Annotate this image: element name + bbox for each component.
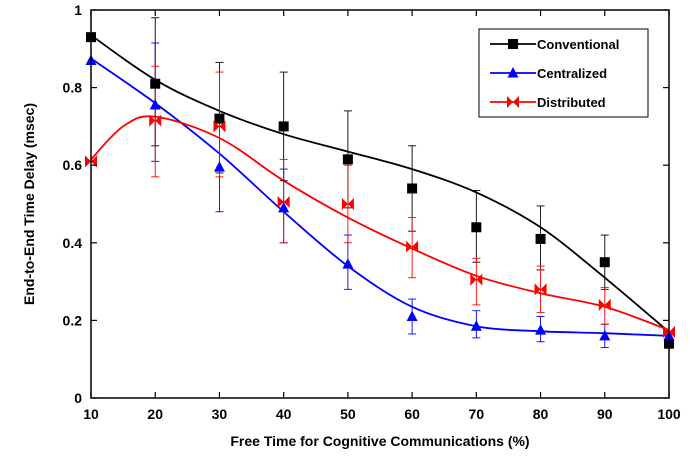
centralized-point [470,320,482,331]
distributed-point [598,298,611,311]
x-tick-label: 70 [469,406,485,422]
y-tick-label: 0.2 [63,312,83,328]
x-tick-label: 40 [276,406,292,422]
bowtie-left [507,96,513,108]
bowtie-right [412,240,419,253]
bowtie-left [598,298,605,311]
bowtie-right [604,298,611,311]
distributed-point [663,326,675,339]
conventional-point [535,233,546,244]
centralized-point [149,99,161,110]
distributed-point [470,273,483,286]
bowtie-left [277,196,284,209]
x-axis-label: Free Time for Cognitive Communications (… [230,433,529,449]
bowtie-right [155,114,162,127]
x-tick-label: 60 [404,406,420,422]
bowtie-left [149,114,156,127]
bowtie-right [283,196,290,209]
centralized-point [213,161,225,172]
distributed-point [341,198,354,210]
x-tick-label: 80 [533,406,549,422]
y-tick-label: 0.6 [63,157,83,173]
centralized-point [599,329,611,341]
distributed-point [406,240,419,253]
legend-distributed-marker [507,96,519,108]
bowtie-right [540,283,547,296]
centralized-point [278,201,290,213]
centralized-point [406,310,418,322]
x-tick-label: 90 [597,406,613,422]
legend-centralized-marker [507,67,519,78]
centralized-point [342,258,354,269]
distributed-point [213,120,226,133]
x-tick-label: 10 [83,406,99,422]
distributed-point [149,114,162,127]
conventional-point [278,121,289,132]
axis-ticks [90,9,670,399]
y-tick-label: 1 [74,2,82,18]
bowtie-left [534,283,541,296]
bowtie-left [85,155,91,168]
y-tick-label: 0.4 [63,235,83,251]
y-tick-label: 0 [74,390,82,406]
legend-conventional-marker [508,39,518,49]
bowtie-left [663,326,669,339]
distributed-point [85,155,97,168]
conventional-fit-line [90,34,670,333]
conventional-point [214,113,225,124]
centralized-point [535,324,547,335]
plot-frame [90,9,670,399]
x-tick-label: 100 [657,406,681,422]
bowtie-left [470,273,477,286]
bowtie-right [513,96,519,108]
legend-centralized-label: Centralized [537,66,607,81]
y-axis-label: End-to-End Time Delay (msec) [21,103,37,305]
bowtie-right [476,273,483,286]
conventional-point [150,78,161,89]
conventional-point [407,183,418,194]
bowtie-right [347,198,354,210]
centralized-fit-line [90,57,670,337]
legend-conventional-label: Conventional [537,37,619,52]
conventional-point [342,154,353,165]
bowtie-left [213,120,220,133]
legend: Conventional Centralized Distributed [478,28,649,118]
y-tick-labels: 0 0.2 0.4 0.6 0.8 1 [63,2,83,406]
bowtie-right [91,155,97,168]
distributed-fit-line [90,115,670,331]
x-tick-label: 50 [340,406,356,422]
y-tick-label: 0.8 [63,80,83,96]
legend-distributed-label: Distributed [537,95,606,110]
distributed-point [277,196,290,209]
bowtie-right [219,120,226,133]
conventional-point [599,257,610,268]
bowtie-right [669,326,675,339]
x-tick-labels: 10 20 30 40 50 60 70 80 90 100 [83,406,681,422]
bowtie-left [406,240,413,253]
bowtie-left [341,198,348,210]
x-tick-label: 30 [212,406,228,422]
x-tick-label: 20 [147,406,163,422]
conventional-point [471,222,482,233]
distributed-point [534,283,547,296]
